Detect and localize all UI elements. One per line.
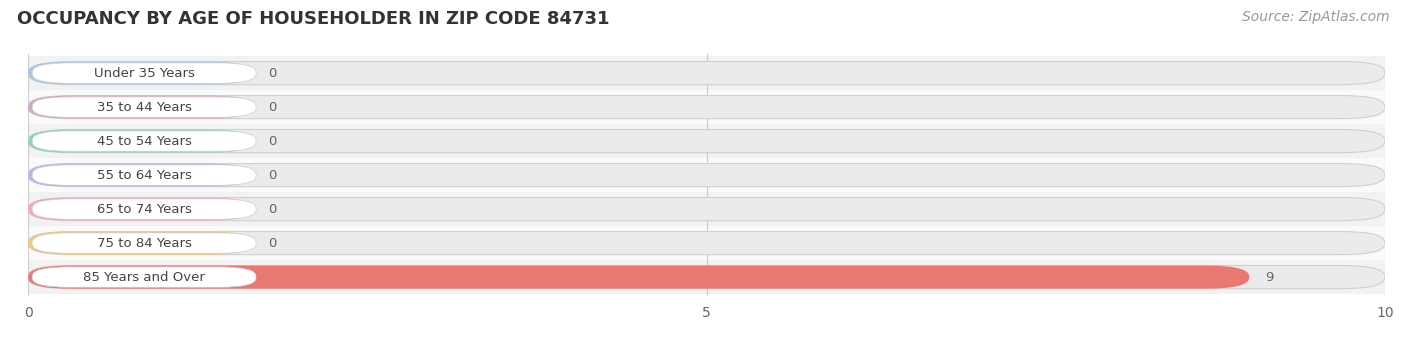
FancyBboxPatch shape (28, 62, 1385, 85)
FancyBboxPatch shape (28, 164, 252, 187)
Bar (28, 158, 1385, 192)
FancyBboxPatch shape (28, 96, 1385, 119)
Text: 0: 0 (269, 135, 277, 148)
FancyBboxPatch shape (28, 62, 252, 85)
FancyBboxPatch shape (28, 198, 1385, 221)
Text: Source: ZipAtlas.com: Source: ZipAtlas.com (1241, 10, 1389, 24)
Bar (28, 90, 1385, 124)
FancyBboxPatch shape (28, 198, 252, 221)
FancyBboxPatch shape (32, 233, 256, 253)
FancyBboxPatch shape (28, 130, 1385, 153)
Text: 0: 0 (269, 67, 277, 80)
Text: 0: 0 (269, 169, 277, 182)
FancyBboxPatch shape (32, 63, 256, 83)
Text: 0: 0 (269, 237, 277, 250)
Text: Under 35 Years: Under 35 Years (94, 67, 194, 80)
Bar (28, 226, 1385, 260)
Bar (28, 124, 1385, 158)
FancyBboxPatch shape (28, 232, 252, 255)
Bar (28, 260, 1385, 294)
Text: 65 to 74 Years: 65 to 74 Years (97, 203, 191, 216)
Text: 85 Years and Over: 85 Years and Over (83, 271, 205, 284)
FancyBboxPatch shape (32, 131, 256, 151)
FancyBboxPatch shape (32, 97, 256, 117)
Bar (28, 56, 1385, 90)
FancyBboxPatch shape (32, 165, 256, 185)
FancyBboxPatch shape (28, 232, 1385, 255)
FancyBboxPatch shape (28, 266, 1385, 289)
FancyBboxPatch shape (28, 130, 252, 153)
FancyBboxPatch shape (32, 267, 256, 287)
Text: 55 to 64 Years: 55 to 64 Years (97, 169, 191, 182)
Text: 35 to 44 Years: 35 to 44 Years (97, 101, 191, 114)
Text: 45 to 54 Years: 45 to 54 Years (97, 135, 191, 148)
FancyBboxPatch shape (28, 96, 252, 119)
Text: 0: 0 (269, 101, 277, 114)
FancyBboxPatch shape (28, 164, 1385, 187)
FancyBboxPatch shape (32, 199, 256, 219)
FancyBboxPatch shape (28, 266, 1250, 289)
Text: OCCUPANCY BY AGE OF HOUSEHOLDER IN ZIP CODE 84731: OCCUPANCY BY AGE OF HOUSEHOLDER IN ZIP C… (17, 10, 609, 28)
Text: 75 to 84 Years: 75 to 84 Years (97, 237, 191, 250)
Text: 9: 9 (1265, 271, 1274, 284)
Bar (28, 192, 1385, 226)
Text: 0: 0 (269, 203, 277, 216)
